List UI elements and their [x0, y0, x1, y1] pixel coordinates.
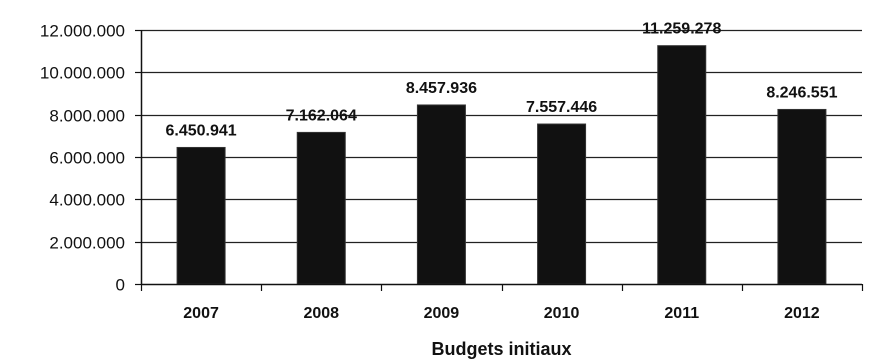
- x-tick-label-2011: 2011: [664, 305, 699, 322]
- bar-2011: [657, 45, 707, 285]
- y-tick-label: 2.000.000: [49, 234, 125, 253]
- x-tick-label-2008: 2008: [303, 305, 339, 322]
- axis-layer: [135, 29, 864, 291]
- y-tick-label: 10.000.000: [40, 64, 125, 83]
- x-tick-label-2009: 2009: [424, 305, 460, 322]
- y-tick-label: 12.000.000: [40, 22, 125, 41]
- data-label-2012: 8.246.551: [766, 84, 837, 101]
- bar-2010: [537, 123, 587, 285]
- label-layer: 0 2.000.000 4.000.000 6.000.000 8.000.000 10.…: [40, 21, 838, 322]
- y-tick-label: 4.000.000: [49, 191, 125, 210]
- data-label-2009: 8.457.936: [406, 80, 477, 97]
- data-label-2011: 11.259.278: [642, 21, 721, 38]
- data-label-2007: 6.450.941: [165, 122, 236, 139]
- data-label-2010: 7.557.446: [526, 99, 597, 116]
- bar-2012: [777, 108, 827, 285]
- x-axis-title: Budgets initiaux: [431, 339, 571, 359]
- data-label-2008: 7.162.064: [286, 107, 357, 124]
- x-tick-label-2007: 2007: [183, 305, 219, 322]
- bar-2008: [296, 131, 346, 285]
- grid-layer: [141, 29, 862, 244]
- bar-2007: [176, 146, 226, 285]
- bar-2009: [416, 104, 466, 285]
- x-tick-label-2010: 2010: [544, 305, 580, 322]
- y-tick-label: 0: [116, 276, 125, 295]
- x-tick-label-2012: 2012: [784, 305, 820, 322]
- y-tick-label: 6.000.000: [49, 149, 125, 168]
- bars-layer: [176, 45, 827, 285]
- y-tick-label: 8.000.000: [49, 107, 125, 126]
